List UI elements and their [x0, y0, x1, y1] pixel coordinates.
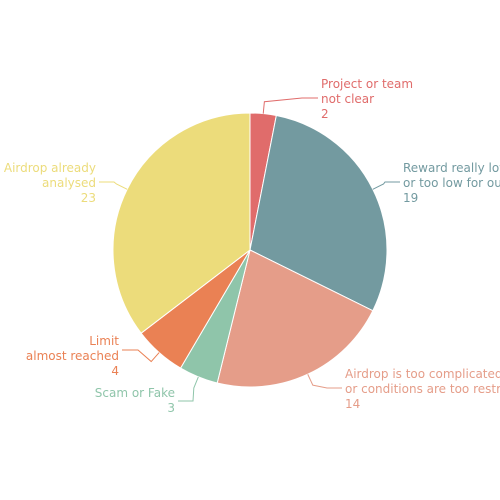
slice-label-line: analysed [42, 176, 96, 190]
slice-label: Airdrop already analysed 23 [4, 161, 96, 205]
slice-value-label: 19 [403, 191, 418, 205]
pie-slices [112, 112, 388, 388]
leader-line [99, 181, 128, 190]
slice-value-label: 23 [81, 191, 96, 205]
leader-line [372, 181, 400, 190]
slice-label-line: Reward really low [403, 161, 500, 175]
slice-label-line: or conditions are too restr [345, 382, 500, 396]
slice-value-label: 3 [167, 401, 175, 415]
pie-slice [112, 112, 251, 334]
slice-label-line: Scam or Fake [95, 386, 175, 400]
slice-label-line: or too low for ou [403, 176, 500, 190]
slice-label: Project or team not clear 2 [321, 77, 413, 121]
slice-label-line: Limit [89, 334, 119, 348]
slice-label: Limit almost reached 4 [26, 334, 119, 378]
pie-slice [249, 114, 388, 312]
slice-label-line: almost reached [26, 349, 119, 363]
leader-line [307, 374, 342, 389]
slice-label: Scam or Fake 3 [95, 386, 175, 415]
slice-label: Reward really low or too low for ou 19 [403, 161, 500, 205]
slice-value-label: 14 [345, 397, 360, 411]
slice-label-line: Airdrop already [4, 161, 96, 175]
slice-label-line: Project or team [321, 77, 413, 91]
slice-value-label: 2 [321, 107, 329, 121]
pie-slice [216, 249, 374, 388]
leader-lines [99, 97, 400, 402]
slice-value-label: 4 [111, 364, 119, 378]
leader-line [262, 97, 318, 114]
leader-line [122, 349, 160, 363]
leader-line [178, 376, 199, 402]
slice-label: Airdrop is too complicated or conditions … [345, 367, 500, 411]
slice-label-line: not clear [321, 92, 374, 106]
slice-label-line: Airdrop is too complicated [345, 367, 500, 381]
slice-labels: Project or team not clear 2 Reward really l… [4, 77, 500, 415]
